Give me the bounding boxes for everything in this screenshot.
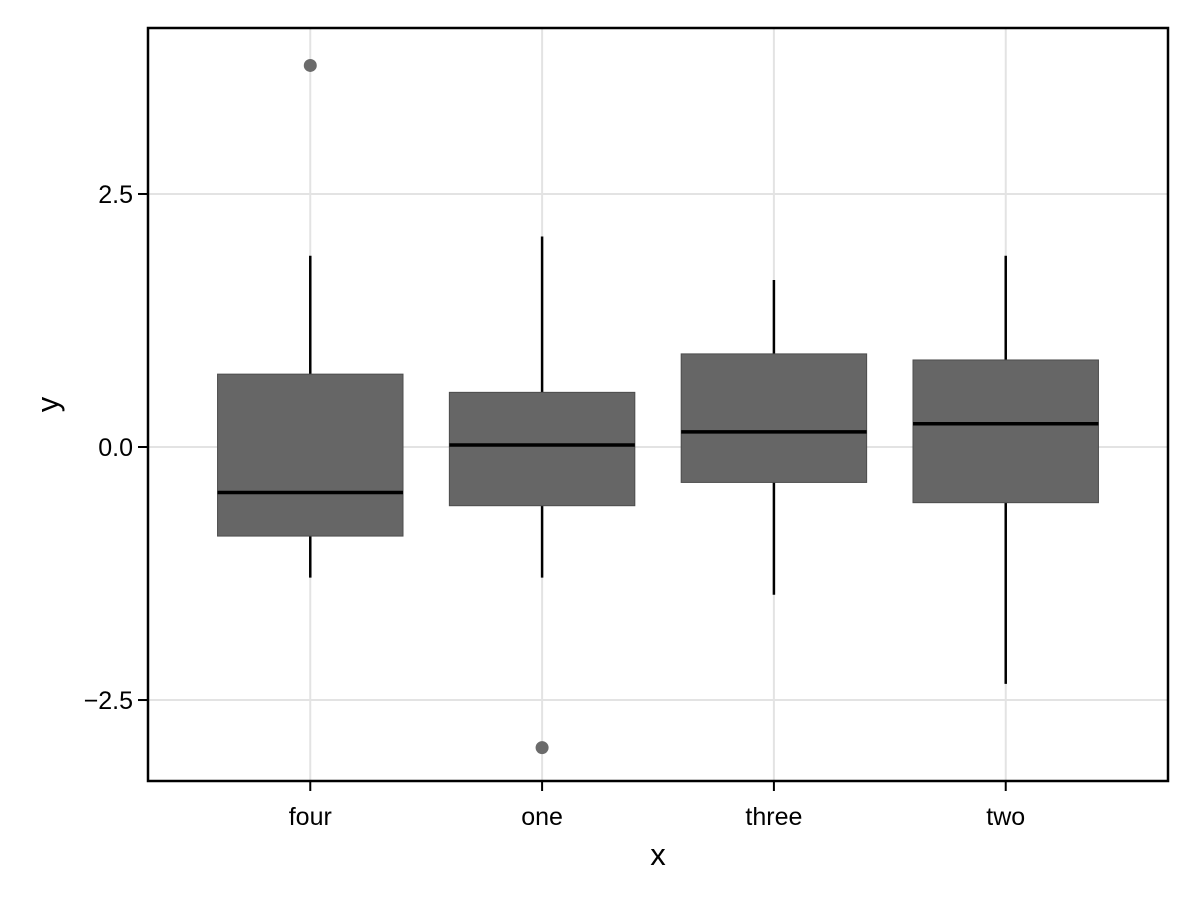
y-tick-label: 0.0 bbox=[98, 434, 133, 462]
panel-border bbox=[146, 26, 1170, 783]
box-three bbox=[680, 353, 868, 483]
box-layer bbox=[217, 58, 1099, 755]
y-tick-label: 2.5 bbox=[98, 181, 133, 209]
y-tick-label: −2.5 bbox=[84, 687, 133, 715]
x-tick-label: one bbox=[521, 803, 563, 831]
x-tick-label: three bbox=[745, 803, 802, 831]
outlier-point-four bbox=[303, 58, 317, 72]
x-tick-label: two bbox=[986, 803, 1025, 831]
x-axis-title: x bbox=[650, 837, 666, 872]
box-two bbox=[912, 359, 1099, 504]
y-axis-title: y bbox=[30, 396, 65, 412]
axis-layer: 2.5 0.0 −2.5 four one three two bbox=[84, 181, 1026, 831]
panel-frame-layer bbox=[146, 26, 1170, 783]
box-one bbox=[448, 391, 636, 507]
outlier-point-one bbox=[535, 741, 549, 755]
x-tick-label: four bbox=[289, 803, 332, 831]
box-four bbox=[217, 373, 404, 537]
